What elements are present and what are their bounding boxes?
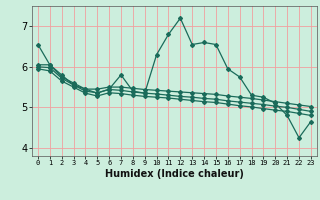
X-axis label: Humidex (Indice chaleur): Humidex (Indice chaleur) — [105, 169, 244, 179]
